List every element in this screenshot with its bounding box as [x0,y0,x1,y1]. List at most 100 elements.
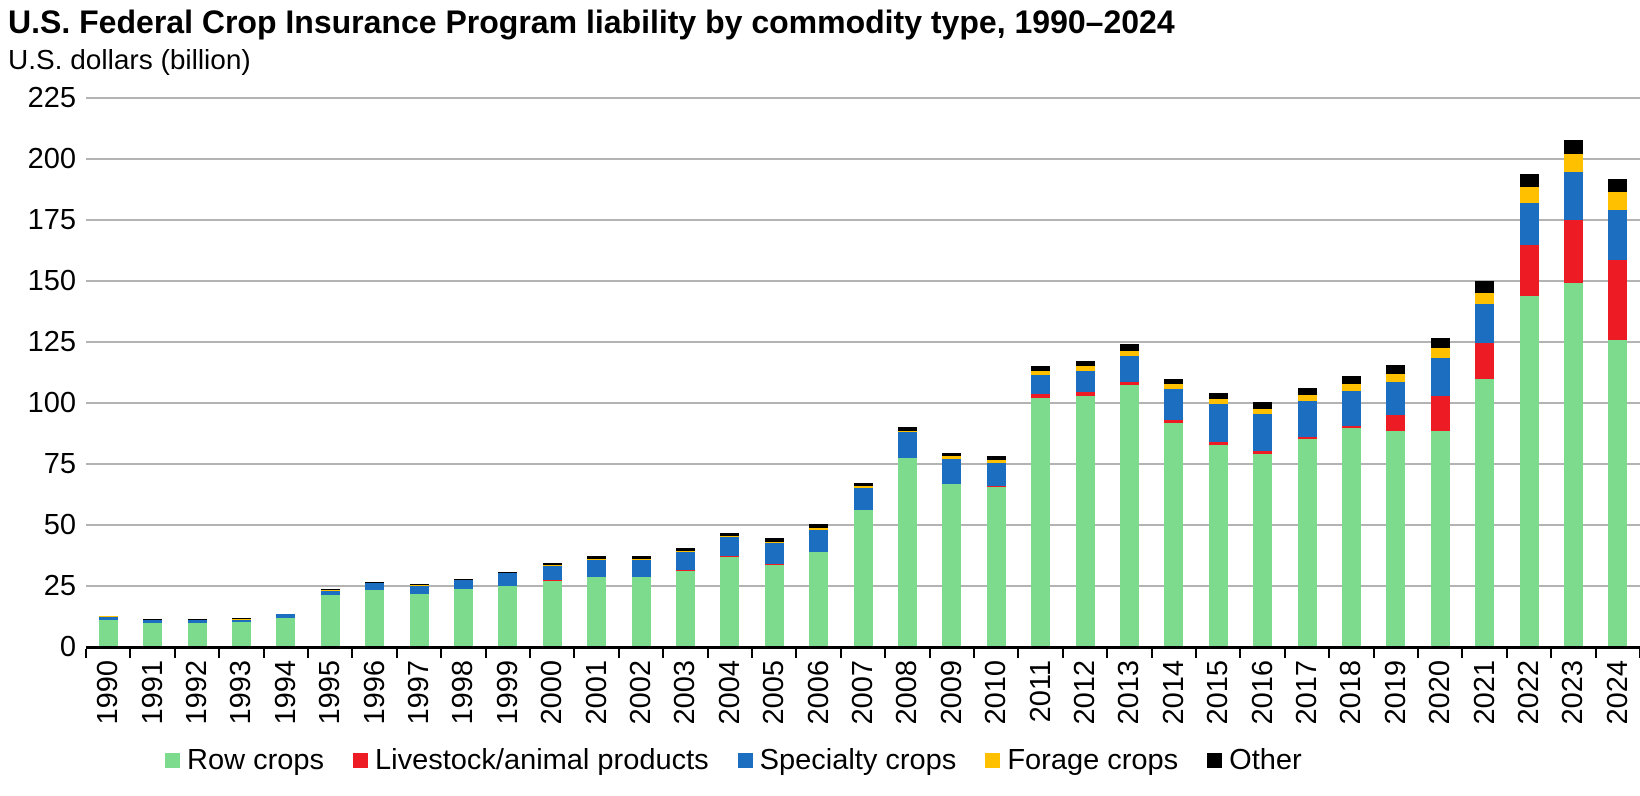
bar-segment-2006-forage-crops [809,527,829,530]
x-axis-label-1999: 1999 [491,660,524,725]
x-axis-label-2013: 2013 [1113,660,1146,725]
gridline-100 [86,402,1640,404]
bar-segment-2004-forage-crops [720,536,740,538]
x-axis-tick [706,649,709,658]
bar-1994 [276,613,296,647]
x-axis-tick [573,649,576,658]
x-axis-label-2022: 2022 [1513,660,1545,725]
bar-segment-2015-forage-crops [1208,399,1228,405]
bar-segment-1991-specialty-crops [143,619,163,624]
bar-segment-2018-forage-crops [1341,384,1361,391]
bar-segment-2011-forage-crops [1031,370,1051,375]
legend-item-other: Other [1207,744,1302,777]
bar-2021 [1475,280,1495,647]
legend-item-livestock-animal-products: Livestock/animal products [353,744,709,777]
bar-segment-1993-other [231,618,251,620]
bar-segment-1999-forage-crops [498,572,518,574]
x-axis-label-1998: 1998 [447,660,480,725]
bar-2018 [1341,376,1361,647]
bar-segment-1998-row-crops [453,589,473,647]
x-axis-tick [529,649,531,658]
bar-2016 [1253,401,1273,647]
bar-segment-2021-forage-crops [1475,293,1495,305]
bar-1990 [98,615,118,647]
bar-1991 [143,619,163,647]
bar-segment-2013-row-crops [1119,385,1139,647]
bar-segment-1996-row-crops [365,589,385,647]
bar-segment-2008-specialty-crops [897,432,917,458]
bar-segment-2014-forage-crops [1164,384,1184,390]
x-axis-label-2000: 2000 [536,660,569,725]
bar-segment-2019-other [1386,365,1406,374]
bar-segment-1999-row-crops [498,586,518,647]
gridline-150 [86,280,1640,282]
gridline-200 [86,158,1640,160]
x-axis-label-2014: 2014 [1157,660,1190,725]
x-axis-tick [795,649,798,658]
bar-segment-2019-specialty-crops [1386,381,1406,416]
bar-segment-2011-specialty-crops [1031,374,1051,394]
bar-segment-2001-forage-crops [587,558,607,560]
bar-segment-2006-row-crops [809,552,829,647]
x-axis-label-2004: 2004 [713,660,746,725]
x-axis-tick [662,649,665,658]
x-axis-label-2020: 2020 [1424,660,1457,725]
y-axis-label-75: 75 [43,448,76,480]
bar-segment-2021-livestock-animal-products [1475,343,1495,379]
x-axis-label-2018: 2018 [1335,660,1368,725]
bar-segment-1995-forage-crops [320,589,340,591]
y-axis-units-label: U.S. dollars (billion) [8,44,251,75]
bar-segment-2001-other [587,556,607,559]
bar-segment-1995-other [320,589,340,590]
legend-swatch-icon [737,753,753,768]
x-axis-tick [617,649,620,658]
legend: Row crops Livestock/animal products Specia… [165,744,1302,777]
bar-segment-2014-row-crops [1164,422,1184,647]
bar-2007 [853,482,873,647]
bar-segment-1996-specialty-crops [365,583,385,590]
bar-segment-2002-row-crops [631,577,651,647]
x-axis-label-1996: 1996 [358,660,391,725]
bar-segment-2006-specialty-crops [809,529,829,552]
bar-segment-2012-row-crops [1075,395,1095,647]
legend-item-specialty-crops: Specialty crops [737,744,956,777]
bar-segment-2021-specialty-crops [1475,304,1495,344]
bar-segment-2018-row-crops [1341,428,1361,647]
bar-segment-2017-other [1297,387,1317,396]
x-axis-tick [262,649,265,658]
bar-segment-2020-row-crops [1430,431,1450,647]
bar-2020 [1430,338,1450,647]
bar-2001 [587,556,607,647]
bar-1992 [187,619,207,647]
bar-segment-2010-specialty-crops [986,463,1006,487]
y-axis-label-50: 50 [43,509,76,541]
x-axis-label-1992: 1992 [181,660,213,725]
legend-item-row-crops: Row crops [165,744,324,777]
bar-segment-2009-row-crops [942,484,962,647]
x-axis-tick [1594,649,1597,658]
x-axis-tick [1417,649,1419,658]
x-axis-tick [395,649,398,658]
bar-segment-2002-specialty-crops [631,559,651,577]
bar-segment-2013-specialty-crops [1119,355,1139,382]
x-axis-tick [1328,649,1331,658]
bar-segment-2020-forage-crops [1430,347,1450,359]
bar-2024 [1608,179,1628,647]
x-axis-tick [839,649,842,658]
bar-segment-2010-other [986,456,1006,461]
plot-area [86,97,1640,647]
bar-segment-2004-row-crops [720,556,740,647]
x-axis-label-2006: 2006 [802,660,835,725]
bar-2008 [897,427,917,647]
x-axis-label-1995: 1995 [314,660,347,725]
bar-segment-1999-other [498,571,518,573]
bar-segment-1993-row-crops [231,622,251,647]
bar-segment-2009-other [942,452,962,457]
bar-segment-2008-forage-crops [897,430,917,433]
bar-segment-2015-row-crops [1208,445,1228,647]
bar-segment-2024-other [1608,179,1628,192]
x-axis-tick [307,649,309,658]
bar-segment-2020-other [1430,338,1450,348]
legend-swatch-icon [165,753,180,768]
x-axis-label-2024: 2024 [1601,660,1634,725]
